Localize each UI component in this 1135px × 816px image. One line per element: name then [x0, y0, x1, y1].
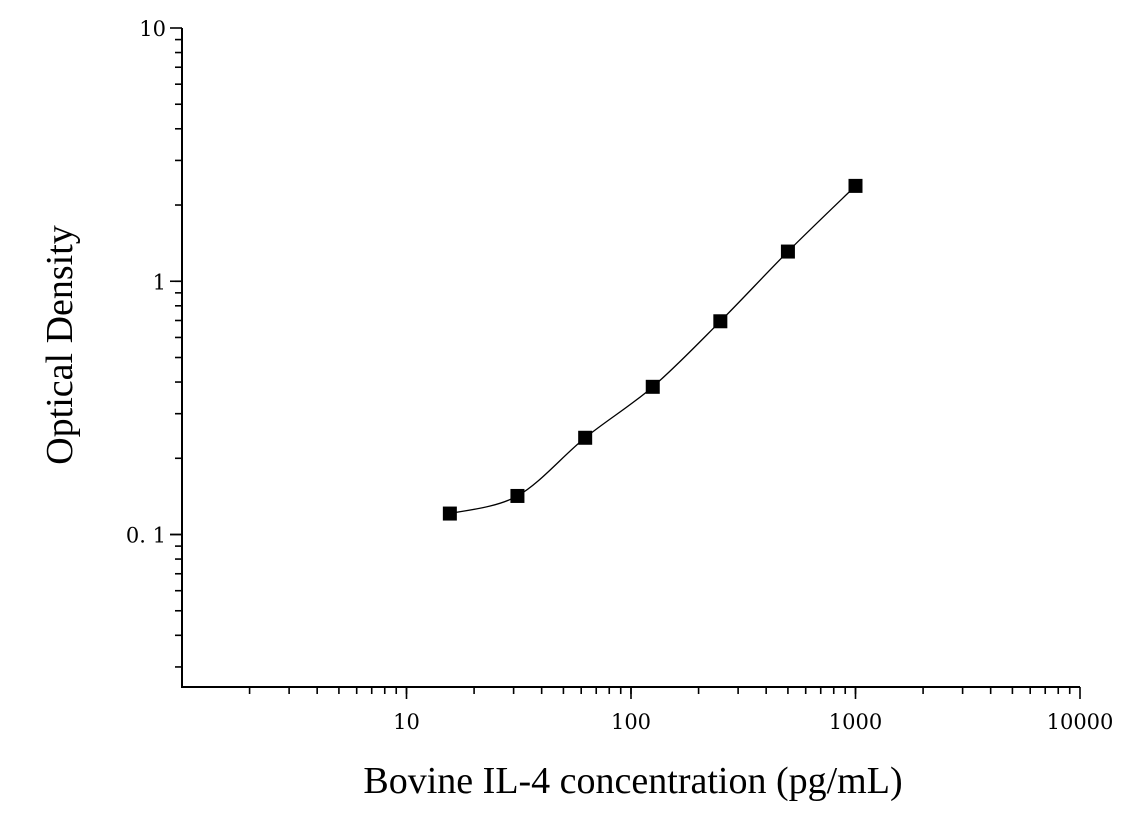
x-tick-label: 1000: [829, 710, 882, 734]
y-tick-label: 10: [139, 17, 166, 41]
y-tick-label: 0. 1: [126, 524, 166, 548]
data-point: [442, 506, 457, 521]
x-tick-label: 10: [393, 710, 420, 734]
x-tick-label: 10000: [1047, 710, 1114, 734]
plot-area: 10 100 1000 10000 0. 1 1 10: [126, 17, 1113, 734]
data-point: [510, 488, 525, 503]
data-point: [645, 379, 660, 394]
data-point: [848, 178, 863, 193]
fit-curve: [449, 185, 856, 515]
data-point: [578, 430, 593, 445]
x-tick-label: 100: [611, 710, 651, 734]
x-axis-title: Bovine IL-4 concentration (pg/mL): [363, 760, 902, 802]
data-point: [713, 314, 728, 329]
y-tick-label: 1: [153, 270, 166, 294]
data-point: [780, 244, 795, 259]
y-axis-title: Optical Density: [39, 225, 81, 465]
